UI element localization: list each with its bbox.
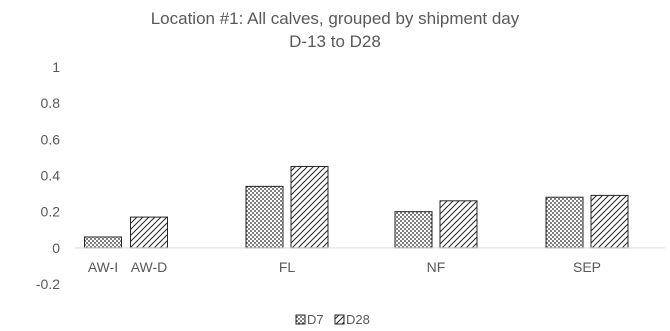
y-tick-label: 0.8 [41, 95, 61, 111]
y-tick-label: 0.6 [41, 131, 61, 147]
legend-label-d7: D7 [307, 312, 324, 327]
y-tick-label: 0.2 [41, 204, 61, 220]
x-tick-label: FL [279, 259, 296, 275]
y-tick-label: 1 [52, 59, 60, 75]
bar-d7-aw-i [84, 236, 122, 249]
y-axis-ticks: 1 0.8 0.6 0.4 0.2 0 -0.2 [36, 59, 60, 292]
legend-label-d28: D28 [346, 312, 370, 327]
legend: D7 D28 [295, 312, 370, 327]
y-tick-label: 0.4 [41, 168, 61, 184]
bar-d28-sep [590, 194, 629, 249]
bar-d7-nf [394, 211, 433, 249]
bars [84, 165, 629, 249]
x-axis-ticks: AW-I AW-D FL NF SEP [88, 259, 601, 275]
legend-swatch-d28 [334, 314, 345, 325]
chart-title: Location #1: All calves, grouped by ship… [151, 9, 520, 51]
x-tick-label: AW-I [88, 259, 118, 275]
x-tick-label: AW-D [131, 259, 168, 275]
bar-d28-aw-d [130, 216, 168, 249]
y-tick-label: -0.2 [36, 276, 60, 292]
bar-d28-fl [290, 165, 329, 249]
chart-title-line-2: D-13 to D28 [289, 32, 381, 51]
chart-title-line-1: Location #1: All calves, grouped by ship… [151, 9, 520, 28]
bar-d28-nf [439, 200, 478, 249]
bar-d7-fl [245, 185, 284, 249]
y-tick-label: 0 [52, 240, 60, 256]
x-tick-label: SEP [573, 259, 601, 275]
bar-d7-sep [545, 196, 584, 249]
x-tick-label: NF [427, 259, 446, 275]
legend-swatch-d7 [295, 314, 306, 325]
